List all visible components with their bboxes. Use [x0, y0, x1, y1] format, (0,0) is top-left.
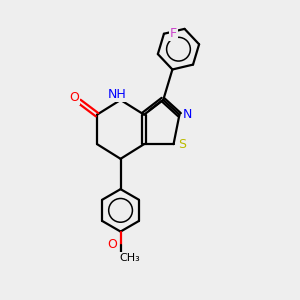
Text: N: N	[183, 108, 192, 121]
Text: O: O	[107, 238, 117, 251]
Text: F: F	[170, 27, 177, 40]
Text: CH₃: CH₃	[119, 253, 140, 263]
Text: S: S	[178, 138, 186, 151]
Text: NH: NH	[108, 88, 127, 101]
Text: O: O	[69, 92, 79, 104]
